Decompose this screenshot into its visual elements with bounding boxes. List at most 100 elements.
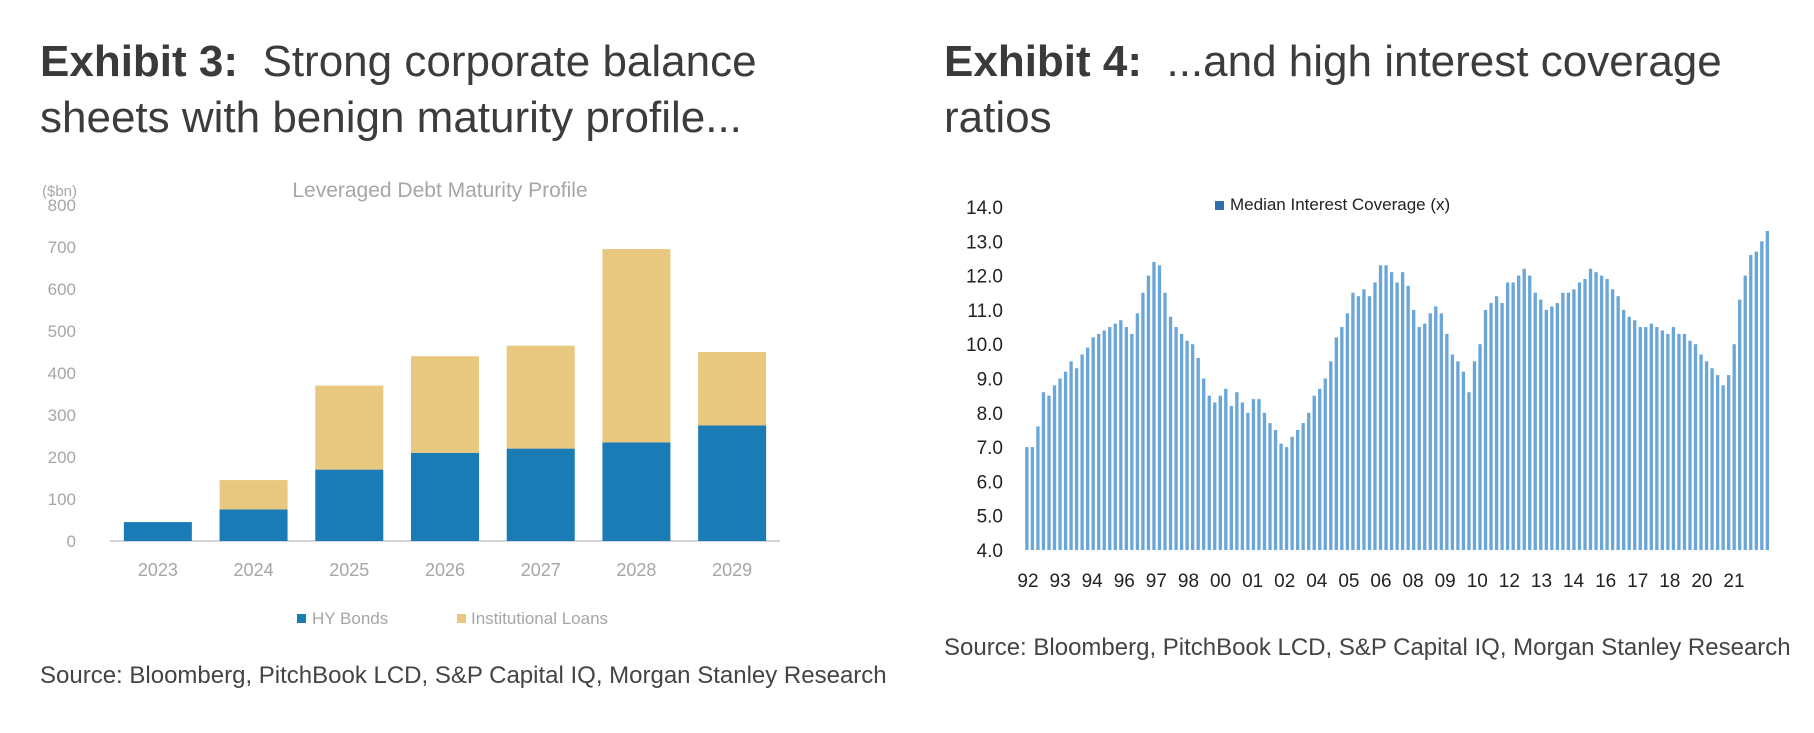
coverage-bar (1130, 333, 1134, 550)
chart-title: Leveraged Debt Maturity Profile (292, 179, 587, 202)
bar-hy-bonds-2029 (698, 425, 767, 541)
x-tick-label: 02 (1274, 571, 1295, 592)
bar-hy-bonds-2026 (411, 452, 479, 541)
coverage-bar (1329, 361, 1333, 550)
coverage-bar (1251, 399, 1256, 550)
coverage-bar (1461, 371, 1466, 550)
coverage-bar (1224, 388, 1228, 550)
coverage-bar (1622, 309, 1626, 550)
legend-hy-bonds-label: HY Bonds (312, 609, 388, 628)
exhibit-3-label: Exhibit 3: (40, 37, 239, 86)
coverage-bar (1052, 385, 1057, 550)
legend-coverage-swatch (1215, 201, 1224, 210)
coverage-bar (1196, 357, 1200, 550)
coverage-bar (1141, 292, 1145, 550)
coverage-bar (1671, 327, 1676, 550)
coverage-bar (1456, 361, 1460, 550)
bar-hy-bonds-2027 (506, 448, 575, 541)
coverage-bar (1522, 268, 1526, 550)
coverage-bar (1704, 361, 1709, 550)
coverage-bar (1627, 316, 1631, 550)
coverage-bar (1434, 306, 1438, 550)
coverage-bar (1450, 354, 1455, 550)
coverage-bar (1594, 272, 1598, 550)
y-tick-label: 0 (67, 532, 76, 551)
coverage-bar (1207, 395, 1211, 550)
bar-hy-bonds-2024 (219, 509, 288, 541)
coverage-bar (1362, 289, 1366, 550)
bar-institutional-loans-2026 (411, 356, 479, 453)
x-tick-label: 05 (1338, 571, 1359, 592)
coverage-bar (1108, 327, 1112, 550)
coverage-bar (1113, 323, 1117, 550)
coverage-bar (1412, 309, 1416, 550)
coverage-bar (1644, 327, 1648, 550)
coverage-bar (1693, 344, 1698, 550)
coverage-bar (1633, 320, 1637, 550)
coverage-bar (1599, 275, 1604, 550)
y-tick-label: 13.0 (966, 232, 1003, 253)
coverage-bar (1378, 265, 1383, 550)
coverage-bar (1246, 412, 1250, 550)
coverage-bar (1240, 402, 1245, 550)
coverage-bar (1655, 327, 1659, 550)
y-tick-label: 10.0 (966, 335, 1003, 356)
x-tick-label: 2026 (425, 560, 465, 580)
maturity-profile-chart: Leveraged Debt Maturity Profile ($bn) 0 100… (42, 179, 780, 628)
coverage-bar (1539, 299, 1543, 550)
coverage-bar (1588, 268, 1593, 550)
x-tick-label: 94 (1082, 571, 1104, 592)
x-tick-label: 2024 (234, 560, 274, 580)
y-tick-label: 6.0 (977, 472, 1003, 493)
x-tick-label: 04 (1306, 571, 1328, 592)
coverage-bar (1295, 429, 1300, 550)
coverage-bar (1168, 316, 1173, 550)
coverage-bar (1135, 313, 1140, 550)
coverage-bar (1489, 303, 1493, 550)
y-tick-label: 14.0 (966, 198, 1003, 219)
coverage-bar (1605, 279, 1609, 550)
coverage-bar (1760, 241, 1764, 551)
coverage-bar (1660, 330, 1665, 550)
coverage-bar (1472, 361, 1477, 550)
x-tick-label: 20 (1691, 571, 1712, 592)
bar-institutional-loans-2027 (506, 345, 575, 449)
coverage-bar (1157, 265, 1162, 550)
y-tick-label: 300 (48, 406, 76, 425)
bar-institutional-loans-2025 (315, 385, 384, 470)
exhibit-4-label: Exhibit 4: (944, 37, 1143, 86)
legend-hy-bonds-swatch (297, 614, 306, 623)
y-tick-label: 7.0 (977, 438, 1003, 459)
coverage-bar (1163, 292, 1167, 550)
coverage-bar (1041, 392, 1046, 550)
coverage-bar (1528, 275, 1532, 550)
coverage-bar (1179, 333, 1184, 550)
coverage-bar (1235, 392, 1239, 550)
exhibit-3-title: Exhibit 3: Strong corporate balance shee… (40, 34, 820, 146)
bar-institutional-loans-2029 (698, 352, 767, 426)
coverage-bar (1688, 340, 1692, 550)
coverage-bar (1478, 344, 1482, 550)
x-tick-label: 00 (1210, 571, 1231, 592)
x-tick-label: 2025 (329, 560, 369, 580)
bar-hy-bonds-2025 (315, 469, 384, 541)
coverage-bar (1550, 306, 1554, 550)
coverage-bar (1190, 344, 1195, 550)
coverage-bar (1738, 299, 1742, 550)
coverage-bar (1732, 344, 1736, 550)
coverage-bar (1356, 296, 1361, 550)
legend-coverage-label: Median Interest Coverage (x) (1230, 195, 1450, 214)
x-tick-label: 08 (1403, 571, 1424, 592)
x-tick-label: 10 (1467, 571, 1488, 592)
coverage-bar (1749, 255, 1753, 550)
y-tick-label: 12.0 (966, 267, 1003, 288)
x-tick-label: 06 (1370, 571, 1391, 592)
x-tick-label: 01 (1242, 571, 1263, 592)
coverage-bar (1102, 330, 1106, 550)
x-tick-label: 93 (1050, 571, 1071, 592)
coverage-bar (1428, 313, 1432, 550)
x-tick-label: 2027 (521, 560, 561, 580)
x-tick-label: 2029 (712, 560, 752, 580)
bar-institutional-loans-2024 (219, 480, 288, 510)
coverage-bar (1715, 375, 1720, 550)
